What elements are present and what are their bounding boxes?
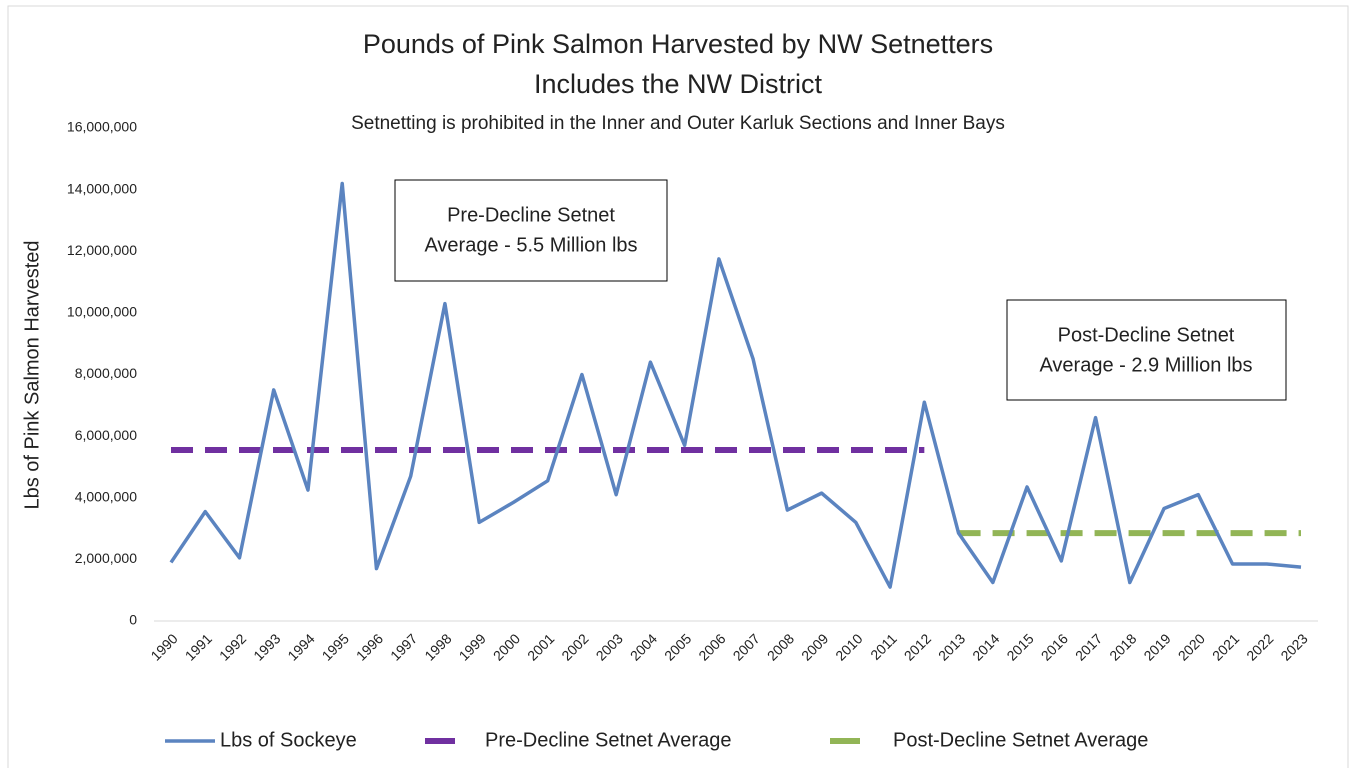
x-tick-label: 2006 [695,630,728,663]
x-tick-label: 1997 [387,630,420,663]
x-tick-label: 1990 [147,630,180,663]
x-tick-label: 1998 [421,630,454,663]
x-tick-label: 2022 [1243,630,1276,663]
x-tick-label: 1991 [182,630,215,663]
annotation-box [394,179,668,282]
x-tick-label: 2016 [1038,630,1071,663]
x-tick-label: 2015 [1003,630,1036,663]
x-tick-label: 2020 [1175,630,1208,663]
chart-title: Includes the NW District [534,69,823,99]
x-tick-label: 2021 [1209,630,1242,663]
x-tick-label: 2013 [935,630,968,663]
x-tick-label: 2012 [901,630,934,663]
x-tick-label: 2005 [661,630,694,663]
legend-label: Lbs of Sockeye [220,729,357,751]
x-tick-label: 1992 [216,630,249,663]
x-tick-label: 2018 [1106,630,1139,663]
y-tick-label: 4,000,000 [75,488,137,504]
x-tick-label: 1995 [319,630,352,663]
y-axis-label: Lbs of Pink Salmon Harvested [21,240,43,509]
x-tick-label: 1993 [250,630,283,663]
x-tick-label: 2007 [730,630,763,663]
series-line [169,181,1302,589]
annotation: Average - 5.5 Million lbs [424,234,637,256]
x-tick-label: 2017 [1072,630,1105,663]
x-tick-label: 1999 [456,630,489,663]
annotation: Post-Decline Setnet [1058,324,1235,346]
y-tick-label: 2,000,000 [75,550,137,566]
x-tick-label: 2000 [490,630,523,663]
x-tick-label: 2010 [832,630,865,663]
x-tick-label: 2011 [867,630,900,663]
x-tick-label: 1996 [353,630,386,663]
x-tick-label: 2014 [969,630,1002,663]
legend-label: Post-Decline Setnet Average [893,729,1148,751]
y-tick-label: 10,000,000 [67,304,137,320]
x-tick-label: 2003 [593,630,626,663]
x-tick-label: 2001 [524,630,557,663]
x-tick-label: 2008 [764,630,797,663]
x-tick-label: 2019 [1140,630,1173,663]
chart-frame [7,5,1349,768]
y-tick-label: 14,000,000 [67,180,137,196]
x-tick-label: 1994 [284,630,317,663]
y-tick-label: 12,000,000 [67,242,137,258]
legend-label: Pre-Decline Setnet Average [485,729,731,751]
y-tick-label: 16,000,000 [67,119,137,135]
chart-subtitle: Setnetting is prohibited in the Inner an… [351,113,1005,134]
annotation-box [1006,299,1287,401]
annotation: Pre-Decline Setnet [447,204,615,226]
y-tick-label: 0 [129,612,137,628]
x-tick-label: 2004 [627,630,660,663]
x-tick-label: 2023 [1277,630,1310,663]
annotation: Average - 2.9 Million lbs [1039,354,1252,376]
x-tick-label: 2009 [798,630,831,663]
x-tick-label: 2002 [558,630,591,663]
y-tick-label: 8,000,000 [75,365,137,381]
y-tick-label: 6,000,000 [75,427,137,443]
chart-title: Pounds of Pink Salmon Harvested by NW Se… [363,29,993,59]
